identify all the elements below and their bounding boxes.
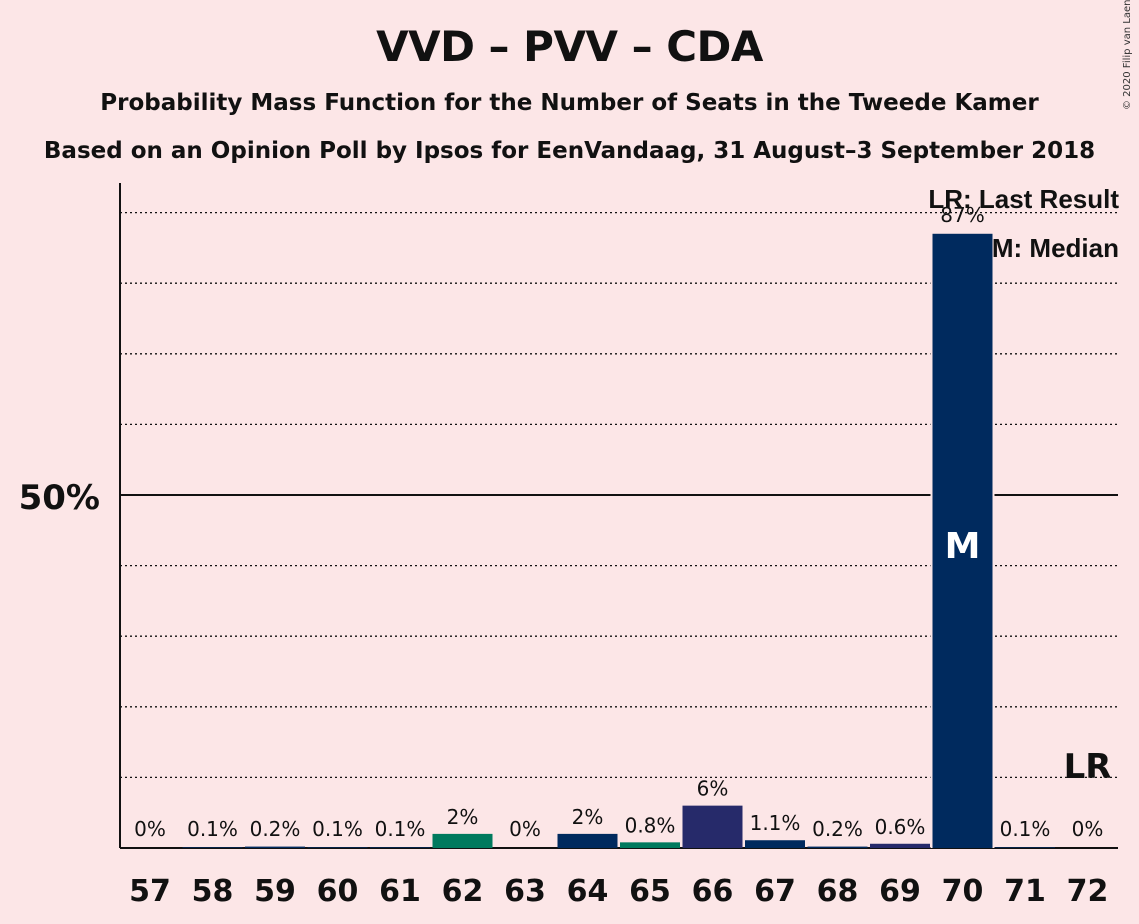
bar-value-label: 0.1% [312, 817, 363, 841]
bar-59 [245, 846, 305, 848]
bar-value-label: 0% [134, 817, 166, 841]
x-tick-label: 61 [379, 874, 421, 909]
legend-last-result: LR: Last Result [928, 184, 1119, 214]
bar-value-label: 0.8% [625, 813, 676, 837]
bar-68 [807, 846, 868, 848]
bar-70 [932, 233, 993, 848]
bar-64 [557, 833, 618, 848]
bar-value-label: 0.1% [1000, 817, 1051, 841]
bar-value-label: 0% [509, 817, 541, 841]
x-tick-label: 57 [129, 874, 171, 909]
x-tick-label: 66 [692, 874, 734, 909]
x-tick-label: 64 [567, 874, 609, 909]
x-tick-label: 65 [629, 874, 671, 909]
x-tick-label: 59 [254, 874, 296, 909]
y-tick-label: 50% [19, 478, 100, 518]
bar-69 [870, 843, 930, 848]
bar-value-label: 0.1% [375, 817, 426, 841]
x-tick-label: 67 [754, 874, 796, 909]
chart-source-line: Based on an Opinion Poll by Ipsos for Ee… [43, 138, 1096, 164]
bar-value-label: 2% [447, 805, 479, 829]
last-result-marker: LR [1064, 747, 1112, 787]
bar-value-label: 0.2% [250, 817, 301, 841]
x-tick-label: 62 [442, 874, 484, 909]
bar-value-label: 0.6% [875, 815, 926, 839]
bar-value-label: 2% [572, 805, 604, 829]
bar-67 [745, 840, 805, 848]
bar-71 [995, 847, 1055, 848]
bar-value-label: 0.1% [187, 817, 238, 841]
chart-title: VVD – PVV – CDA [376, 22, 763, 71]
median-marker: M [945, 526, 981, 567]
x-tick-label: 60 [317, 874, 359, 909]
bar-value-label: 6% [697, 777, 729, 801]
bar-65 [620, 842, 680, 848]
x-tick-label: 70 [942, 874, 984, 909]
x-tick-label: 72 [1067, 874, 1109, 909]
bar-58 [182, 847, 243, 848]
x-tick-label: 63 [504, 874, 546, 909]
chart-subtitle: Probability Mass Function for the Number… [100, 90, 1039, 116]
x-tick-label: 69 [879, 874, 921, 909]
bar-60 [307, 847, 368, 848]
x-tick-label: 68 [817, 874, 859, 909]
x-tick-label: 58 [192, 874, 234, 909]
bar-value-label: 0% [1072, 817, 1104, 841]
bar-value-label: 87% [940, 203, 984, 227]
bar-value-label: 0.2% [812, 817, 863, 841]
bar-value-label: 1.1% [750, 811, 801, 835]
bar-61 [370, 847, 430, 848]
x-tick-label: 71 [1004, 874, 1046, 909]
bar-62 [432, 833, 493, 848]
bar-66 [682, 805, 743, 848]
legend-median: M: Median [991, 233, 1119, 263]
